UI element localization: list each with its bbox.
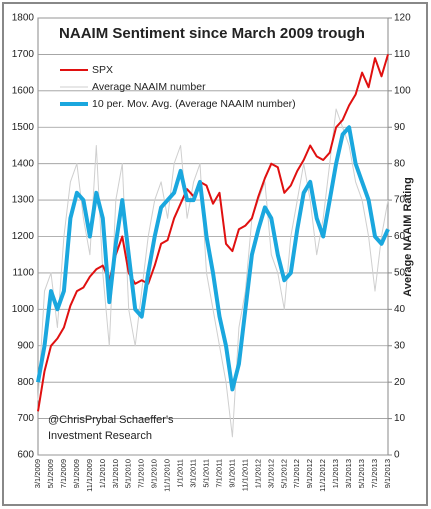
y2-tick-label: 120	[394, 13, 411, 24]
y2-tick-label: 50	[394, 268, 406, 279]
y2-tick-label: 40	[394, 304, 406, 315]
annotation: Investment Research	[48, 430, 152, 442]
x-tick-label: 5/1/2010	[124, 459, 133, 488]
x-tick-label: 9/1/2013	[383, 459, 392, 488]
y2-tick-label: 70	[394, 195, 406, 206]
y2-tick-label: 30	[394, 340, 406, 351]
legend-label: Average NAAIM number	[92, 81, 206, 93]
y-tick-label: 1500	[12, 122, 35, 133]
y2-tick-label: 60	[394, 231, 406, 242]
y2-tick-label: 110	[394, 49, 410, 60]
chart-title: NAAIM Sentiment since March 2009 trough	[59, 25, 365, 42]
y2-label: Average NAAIM Rating	[402, 177, 414, 296]
x-tick-label: 11/1/2009	[85, 459, 94, 492]
y-tick-label: 800	[17, 377, 34, 388]
x-tick-label: 9/1/2009	[72, 459, 81, 488]
x-tick-label: 3/1/2009	[33, 459, 42, 488]
x-tick-label: 3/1/2010	[111, 459, 120, 488]
x-tick-label: 11/1/2011	[240, 459, 249, 491]
y-tick-label: 1000	[12, 304, 35, 315]
series-line	[37, 108, 389, 438]
x-tick-label: 5/1/2009	[46, 459, 55, 488]
x-tick-label: 7/1/2013	[370, 459, 379, 488]
y2-tick-label: 80	[394, 158, 406, 169]
series-line	[37, 54, 389, 412]
x-tick-label: 9/1/2012	[305, 459, 314, 488]
y-tick-label: 1300	[12, 195, 35, 206]
legend-label: 10 per. Mov. Avg. (Average NAAIM number)	[92, 98, 296, 110]
y2-tick-label: 0	[394, 450, 400, 461]
y-tick-label: 600	[17, 450, 34, 461]
y2-tick-label: 100	[394, 85, 411, 96]
y-tick-label: 1800	[12, 13, 35, 24]
x-tick-label: 5/1/2012	[279, 459, 288, 488]
y-tick-label: 1600	[12, 85, 35, 96]
x-tick-label: 7/1/2009	[59, 459, 68, 488]
y2-tick-label: 90	[394, 122, 406, 133]
x-tick-label: 3/1/2013	[344, 459, 353, 488]
x-tick-label: 3/1/2011	[189, 459, 198, 488]
x-tick-label: 11/1/2010	[163, 459, 172, 492]
x-tick-label: 7/1/2011	[214, 459, 223, 488]
legend-label: SPX	[92, 64, 113, 76]
y-tick-label: 1200	[12, 231, 35, 242]
y2-tick-label: 20	[394, 377, 406, 388]
annotation: @ChrisPrybal Schaeffer's	[48, 414, 174, 426]
y2-tick-label: 10	[394, 413, 406, 424]
x-tick-label: 1/1/2013	[331, 459, 340, 488]
x-tick-label: 1/1/2010	[98, 459, 107, 488]
x-tick-label: 5/1/2013	[357, 459, 366, 488]
x-tick-label: 7/1/2010	[137, 459, 146, 488]
x-tick-label: 5/1/2011	[202, 459, 211, 488]
y-tick-label: 700	[17, 413, 34, 424]
x-tick-label: 11/1/2012	[318, 459, 327, 492]
y-tick-label: 1100	[12, 268, 34, 279]
y-tick-label: 900	[17, 340, 34, 351]
x-tick-label: 9/1/2011	[227, 459, 236, 488]
x-tick-label: 7/1/2012	[292, 459, 301, 488]
x-tick-label: 1/1/2011	[176, 459, 185, 488]
y-tick-label: 1400	[12, 158, 35, 169]
x-tick-label: 9/1/2010	[150, 459, 159, 488]
x-tick-label: 1/1/2012	[253, 459, 262, 488]
series-line	[36, 125, 390, 392]
x-tick-label: 3/1/2012	[266, 459, 275, 488]
y-tick-label: 1700	[12, 49, 35, 60]
